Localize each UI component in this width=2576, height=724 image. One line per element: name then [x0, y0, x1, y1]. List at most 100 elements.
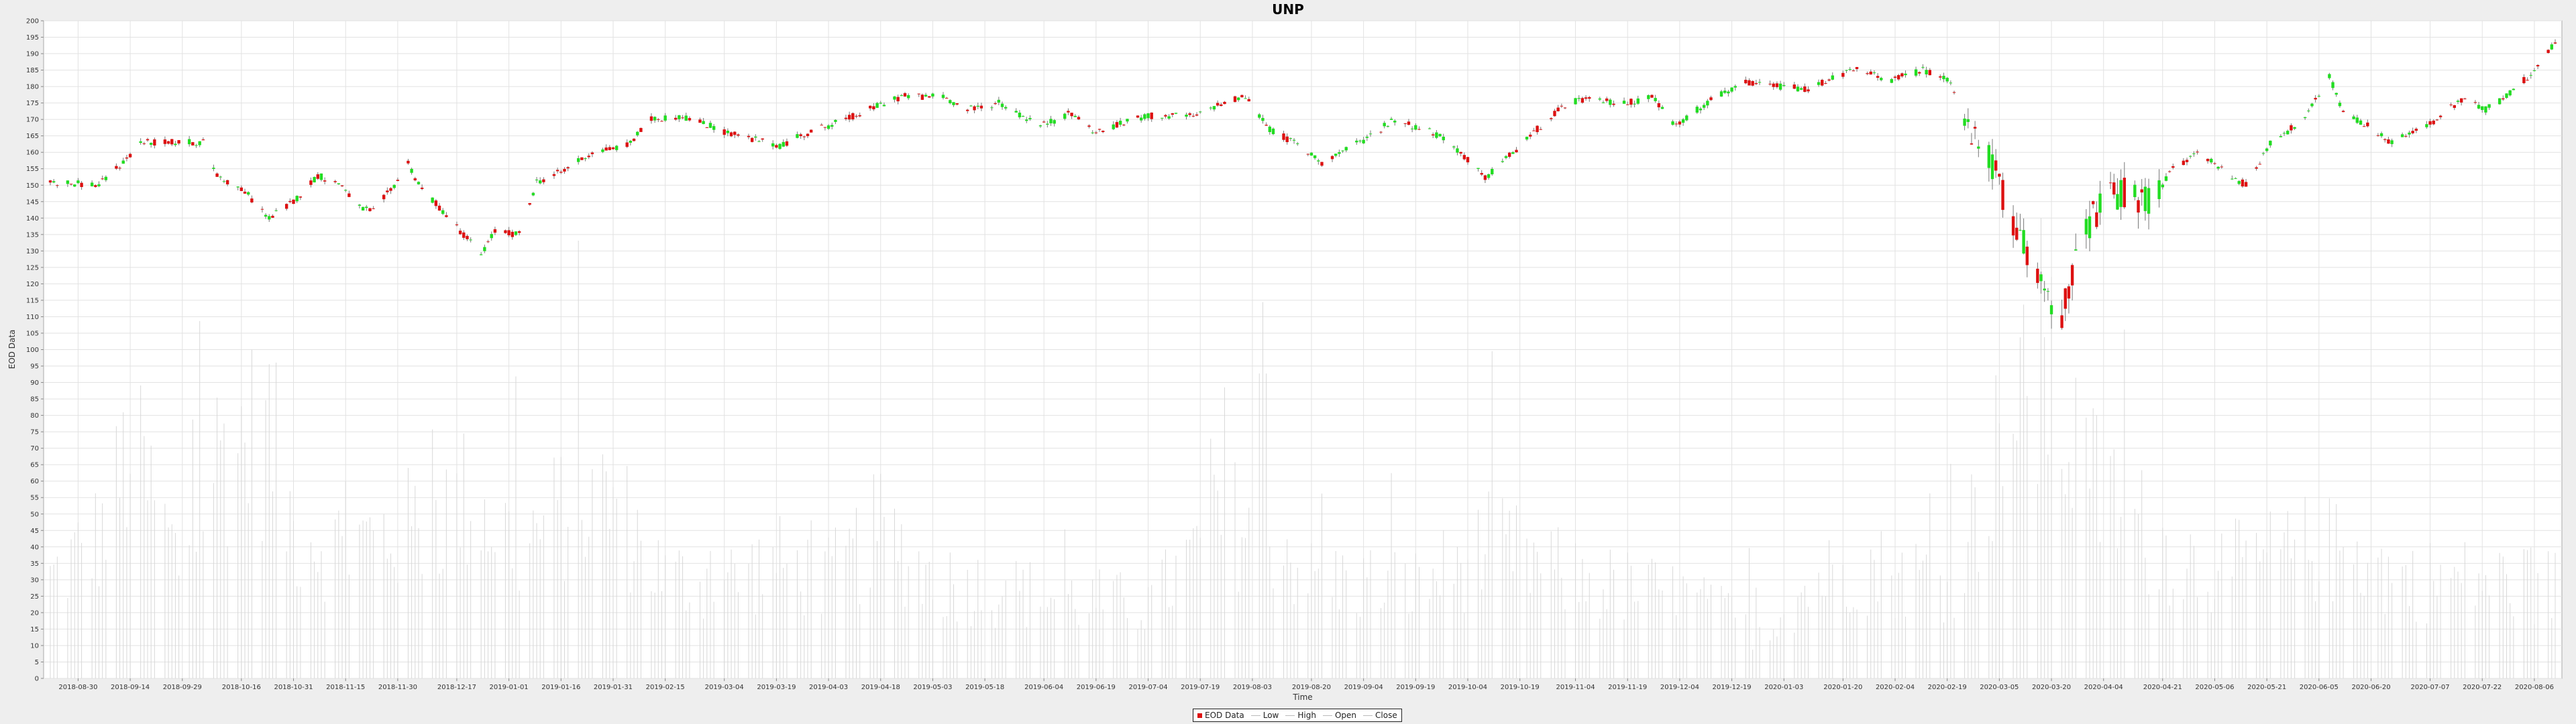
- candle-body: [979, 105, 983, 109]
- candle-body: [1501, 161, 1504, 162]
- candle-up: [2512, 88, 2516, 90]
- candle-body: [431, 197, 434, 203]
- candle-up: [796, 131, 799, 139]
- candle-body: [2001, 180, 2004, 210]
- candle-body: [2425, 124, 2428, 127]
- candle-up: [514, 231, 518, 236]
- candle-up: [1025, 117, 1028, 123]
- candle-up: [274, 208, 278, 212]
- candle-body: [1046, 123, 1049, 125]
- candle-body: [101, 178, 104, 180]
- candle-body: [1574, 98, 1577, 105]
- candle-body: [608, 147, 612, 150]
- candle-down: [309, 177, 313, 188]
- candle-down: [681, 115, 684, 119]
- candle-up: [1727, 90, 1730, 97]
- candle-body: [1365, 136, 1369, 138]
- candle-down: [517, 230, 521, 236]
- candle-body: [1014, 111, 1018, 113]
- candle-body: [702, 121, 705, 125]
- candle-body: [445, 215, 448, 217]
- candle-body: [2063, 288, 2067, 309]
- x-axis: 2018-08-30 2018-09-14 2018-09-29 2018-10-16…: [58, 678, 2554, 691]
- candle-down: [368, 207, 372, 212]
- candle-down: [396, 177, 400, 182]
- candle-up: [358, 204, 362, 208]
- candle-body: [847, 115, 851, 120]
- candle-down: [1403, 123, 1407, 127]
- candle-body: [191, 142, 195, 145]
- candle-body: [1289, 137, 1293, 139]
- candle-up: [361, 206, 365, 211]
- candle-body: [625, 142, 629, 147]
- candle-body: [1751, 80, 1754, 86]
- candle-down: [1827, 78, 1831, 82]
- candle-body: [1462, 155, 1466, 160]
- y-tick-label: 25: [30, 593, 39, 601]
- candle-up: [531, 192, 535, 196]
- candle-up: [1091, 130, 1094, 135]
- candle-body: [2536, 65, 2540, 66]
- candle-body: [1636, 98, 1640, 104]
- candle-up: [1647, 94, 1650, 103]
- candle-body: [2255, 167, 2258, 169]
- candle-body: [2088, 216, 2092, 239]
- candle-body: [799, 134, 802, 137]
- candle-body: [737, 134, 740, 136]
- x-tick-label: 2019-06-19: [1077, 684, 1116, 691]
- candle-up: [1063, 113, 1067, 121]
- candle-up: [1073, 114, 1077, 117]
- candle-body: [1647, 95, 1650, 99]
- candle-body: [1334, 154, 1338, 156]
- candle-body: [1699, 108, 1703, 111]
- candle-down: [2070, 263, 2074, 301]
- candle-body: [1261, 117, 1265, 121]
- candle-body: [2261, 153, 2265, 154]
- candle-down: [1748, 78, 1751, 86]
- candle-body: [1320, 162, 1324, 166]
- y-tick-label: 10: [30, 642, 39, 650]
- x-tick-label: 2019-11-04: [1556, 684, 1595, 691]
- candle-body: [1945, 78, 1949, 82]
- candle-up: [782, 139, 785, 147]
- candle-up: [1442, 133, 1445, 143]
- candle-body: [121, 160, 125, 164]
- candle-down: [191, 141, 195, 146]
- candle-up: [1268, 125, 1272, 135]
- candle-body: [2366, 122, 2369, 127]
- x-tick-label: 2020-08-06: [2515, 684, 2554, 691]
- candle-down: [872, 103, 875, 111]
- candle-body: [1719, 91, 1723, 97]
- x-tick-label: 2020-03-20: [2032, 684, 2071, 691]
- candle-body: [2387, 139, 2390, 144]
- candle-body: [1681, 119, 1685, 123]
- candle-down: [386, 187, 389, 195]
- candle-body: [2206, 158, 2210, 162]
- candle-up: [1880, 76, 1883, 82]
- candle-body: [858, 115, 861, 117]
- y-tick-label: 20: [30, 609, 39, 617]
- candle-down: [1432, 132, 1435, 138]
- y-tick-label: 30: [30, 577, 39, 584]
- candle-up: [1477, 168, 1480, 172]
- candle-body: [2043, 288, 2046, 291]
- candle-body: [198, 141, 201, 145]
- candle-up: [2355, 115, 2359, 124]
- candle-down: [2411, 127, 2414, 135]
- candle-body: [844, 117, 848, 119]
- candle-up: [1845, 70, 1848, 73]
- candle-body: [1063, 113, 1067, 119]
- candle-body: [584, 158, 587, 160]
- candle-up: [2484, 106, 2487, 115]
- candle-down: [1855, 66, 1859, 72]
- candle-up: [2147, 178, 2151, 230]
- candle-up: [1890, 78, 1894, 84]
- x-tick-label: 2019-12-19: [1713, 684, 1752, 691]
- candle-down: [2108, 172, 2112, 190]
- candle-body: [955, 103, 959, 105]
- candle-up: [1966, 108, 1970, 129]
- candle-down: [2366, 119, 2369, 128]
- candle-up: [1018, 110, 1022, 119]
- candle-up: [712, 124, 716, 133]
- candle-body: [2046, 291, 2050, 292]
